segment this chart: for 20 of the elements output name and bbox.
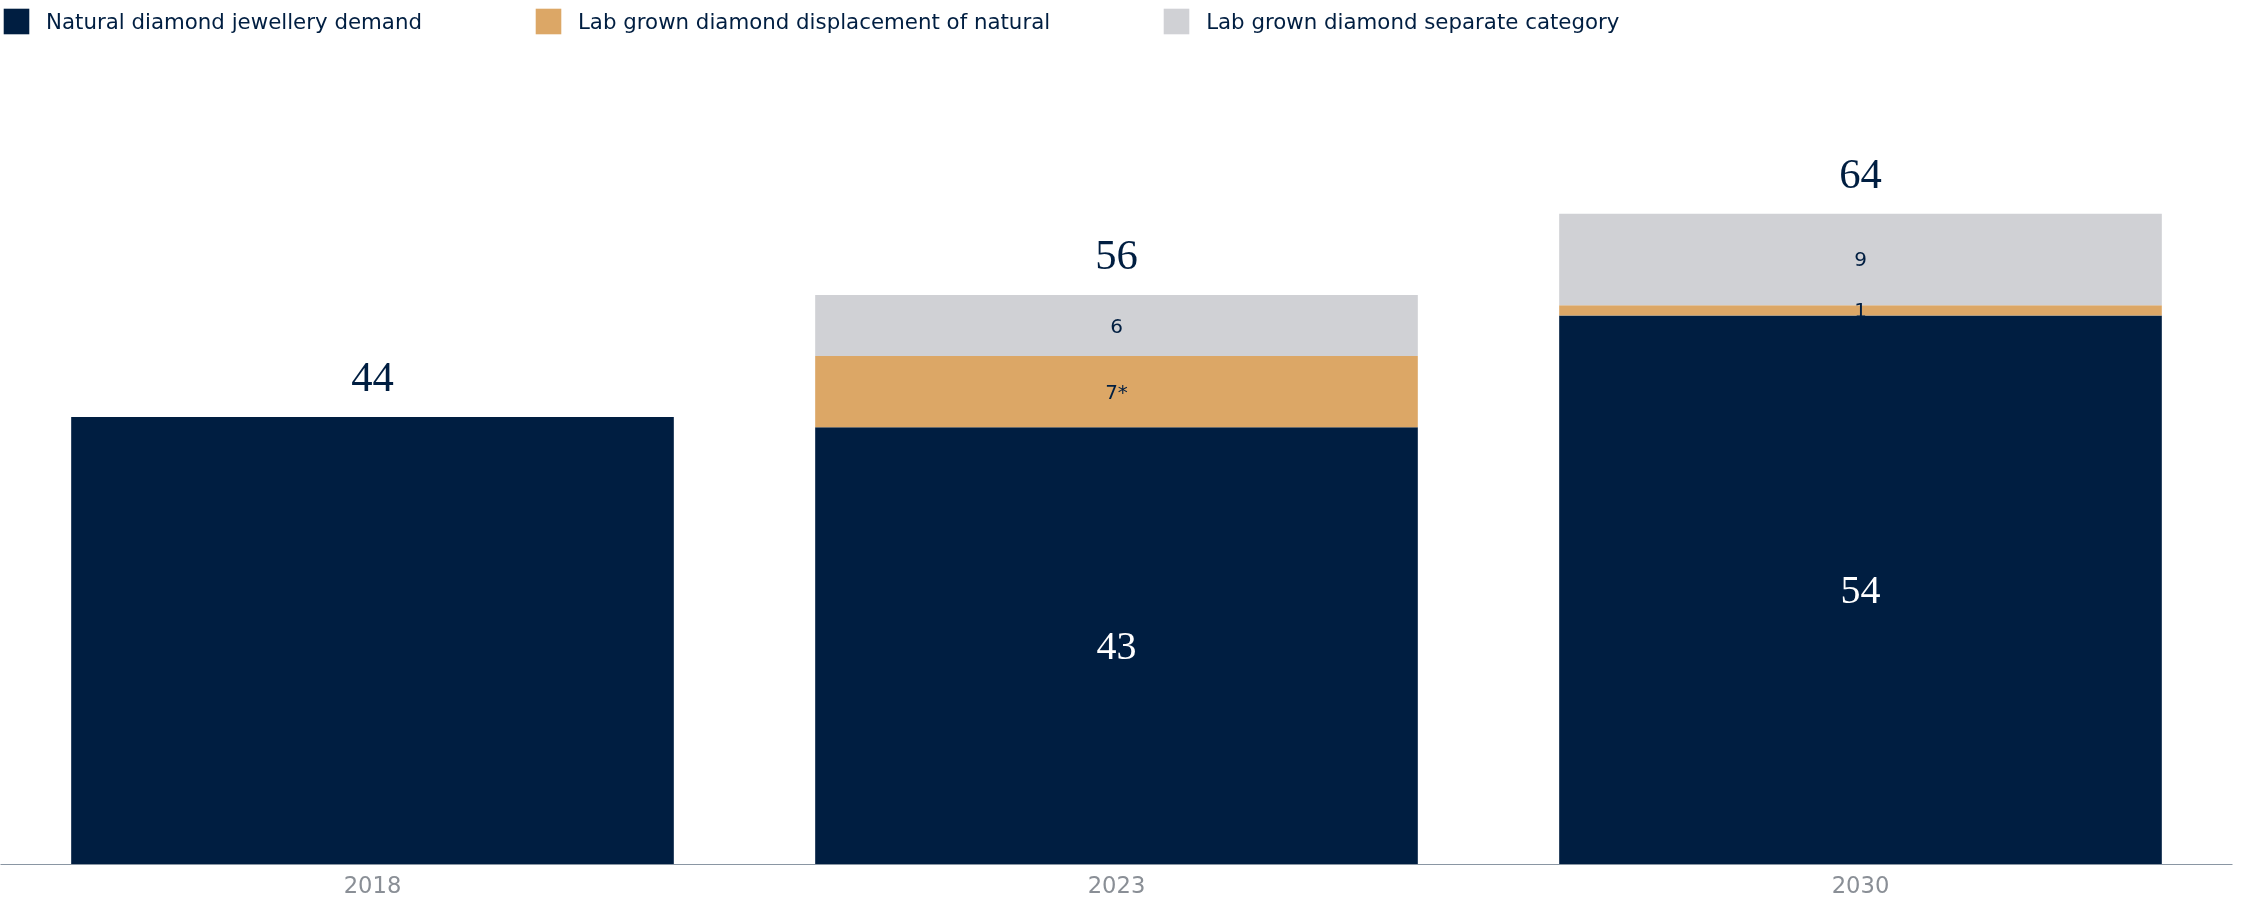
total-label: 44: [351, 353, 394, 401]
bar: [1559, 315, 2162, 865]
bar: [815, 295, 1418, 357]
data-label: 9: [1854, 247, 1867, 272]
data-label: 6: [1110, 313, 1123, 338]
data-label: 7*: [1105, 379, 1128, 404]
total-label: 56: [1095, 231, 1138, 279]
legend-label: Lab grown diamond separate category: [1206, 8, 1620, 34]
total-label: 64: [1839, 149, 1882, 197]
bar: [71, 417, 674, 865]
data-label: 54: [1840, 566, 1881, 612]
bar: [815, 356, 1418, 428]
legend-label: Lab grown diamond displacement of natural: [577, 8, 1051, 34]
x-tick-label: 2030: [1831, 871, 1890, 898]
legend-label: Natural diamond jewellery demand: [46, 8, 422, 34]
x-tick-label: 2018: [343, 871, 402, 898]
bar: [1559, 305, 2162, 316]
bar: [815, 427, 1418, 865]
x-tick-label: 2023: [1087, 871, 1146, 898]
data-label: 43: [1096, 622, 1137, 668]
